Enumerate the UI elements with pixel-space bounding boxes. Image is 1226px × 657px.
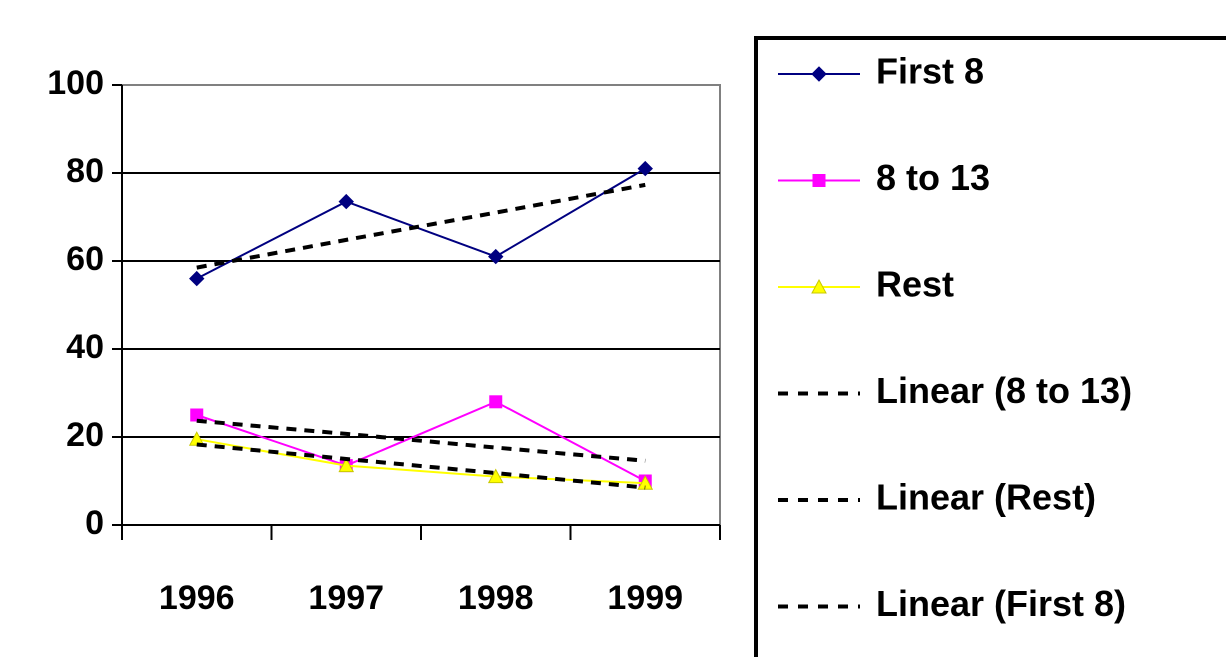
x-tick-label: 1996: [159, 579, 235, 617]
x-tick-label: 1998: [458, 579, 534, 617]
data-point: [637, 160, 653, 177]
legend-label: Rest: [876, 264, 954, 305]
data-point: [489, 395, 503, 409]
x-tick-label: 1999: [607, 579, 683, 617]
legend-label: 8 to 13: [876, 157, 990, 198]
data-point: [338, 193, 354, 210]
legend-marker: [811, 66, 827, 82]
legend-label: Linear (First 8): [876, 583, 1126, 624]
legend-label: Linear (8 to 13): [876, 370, 1132, 411]
series-line: [196, 167, 646, 280]
legend-marker: [811, 278, 827, 294]
data-point: [487, 468, 504, 484]
legend-marker: [812, 174, 826, 187]
legend-label: First 8: [876, 51, 984, 92]
series-line: [196, 400, 646, 482]
data-point: [189, 270, 205, 287]
y-tick-label: 0: [85, 504, 104, 542]
y-tick-label: 40: [66, 328, 104, 366]
y-tick-label: 20: [66, 416, 104, 454]
data-point: [637, 475, 654, 490]
trendline: [196, 418, 646, 463]
y-tick-label: 100: [47, 64, 104, 102]
legend-box: [754, 36, 1226, 657]
legend-label: Linear (Rest): [876, 477, 1096, 518]
trendline: [196, 442, 646, 490]
trendline: [196, 182, 646, 270]
y-tick-label: 80: [66, 152, 104, 190]
x-tick-label: 1997: [308, 579, 384, 617]
y-tick-label: 60: [66, 240, 104, 278]
data-point: [338, 457, 355, 473]
data-point: [488, 248, 504, 265]
